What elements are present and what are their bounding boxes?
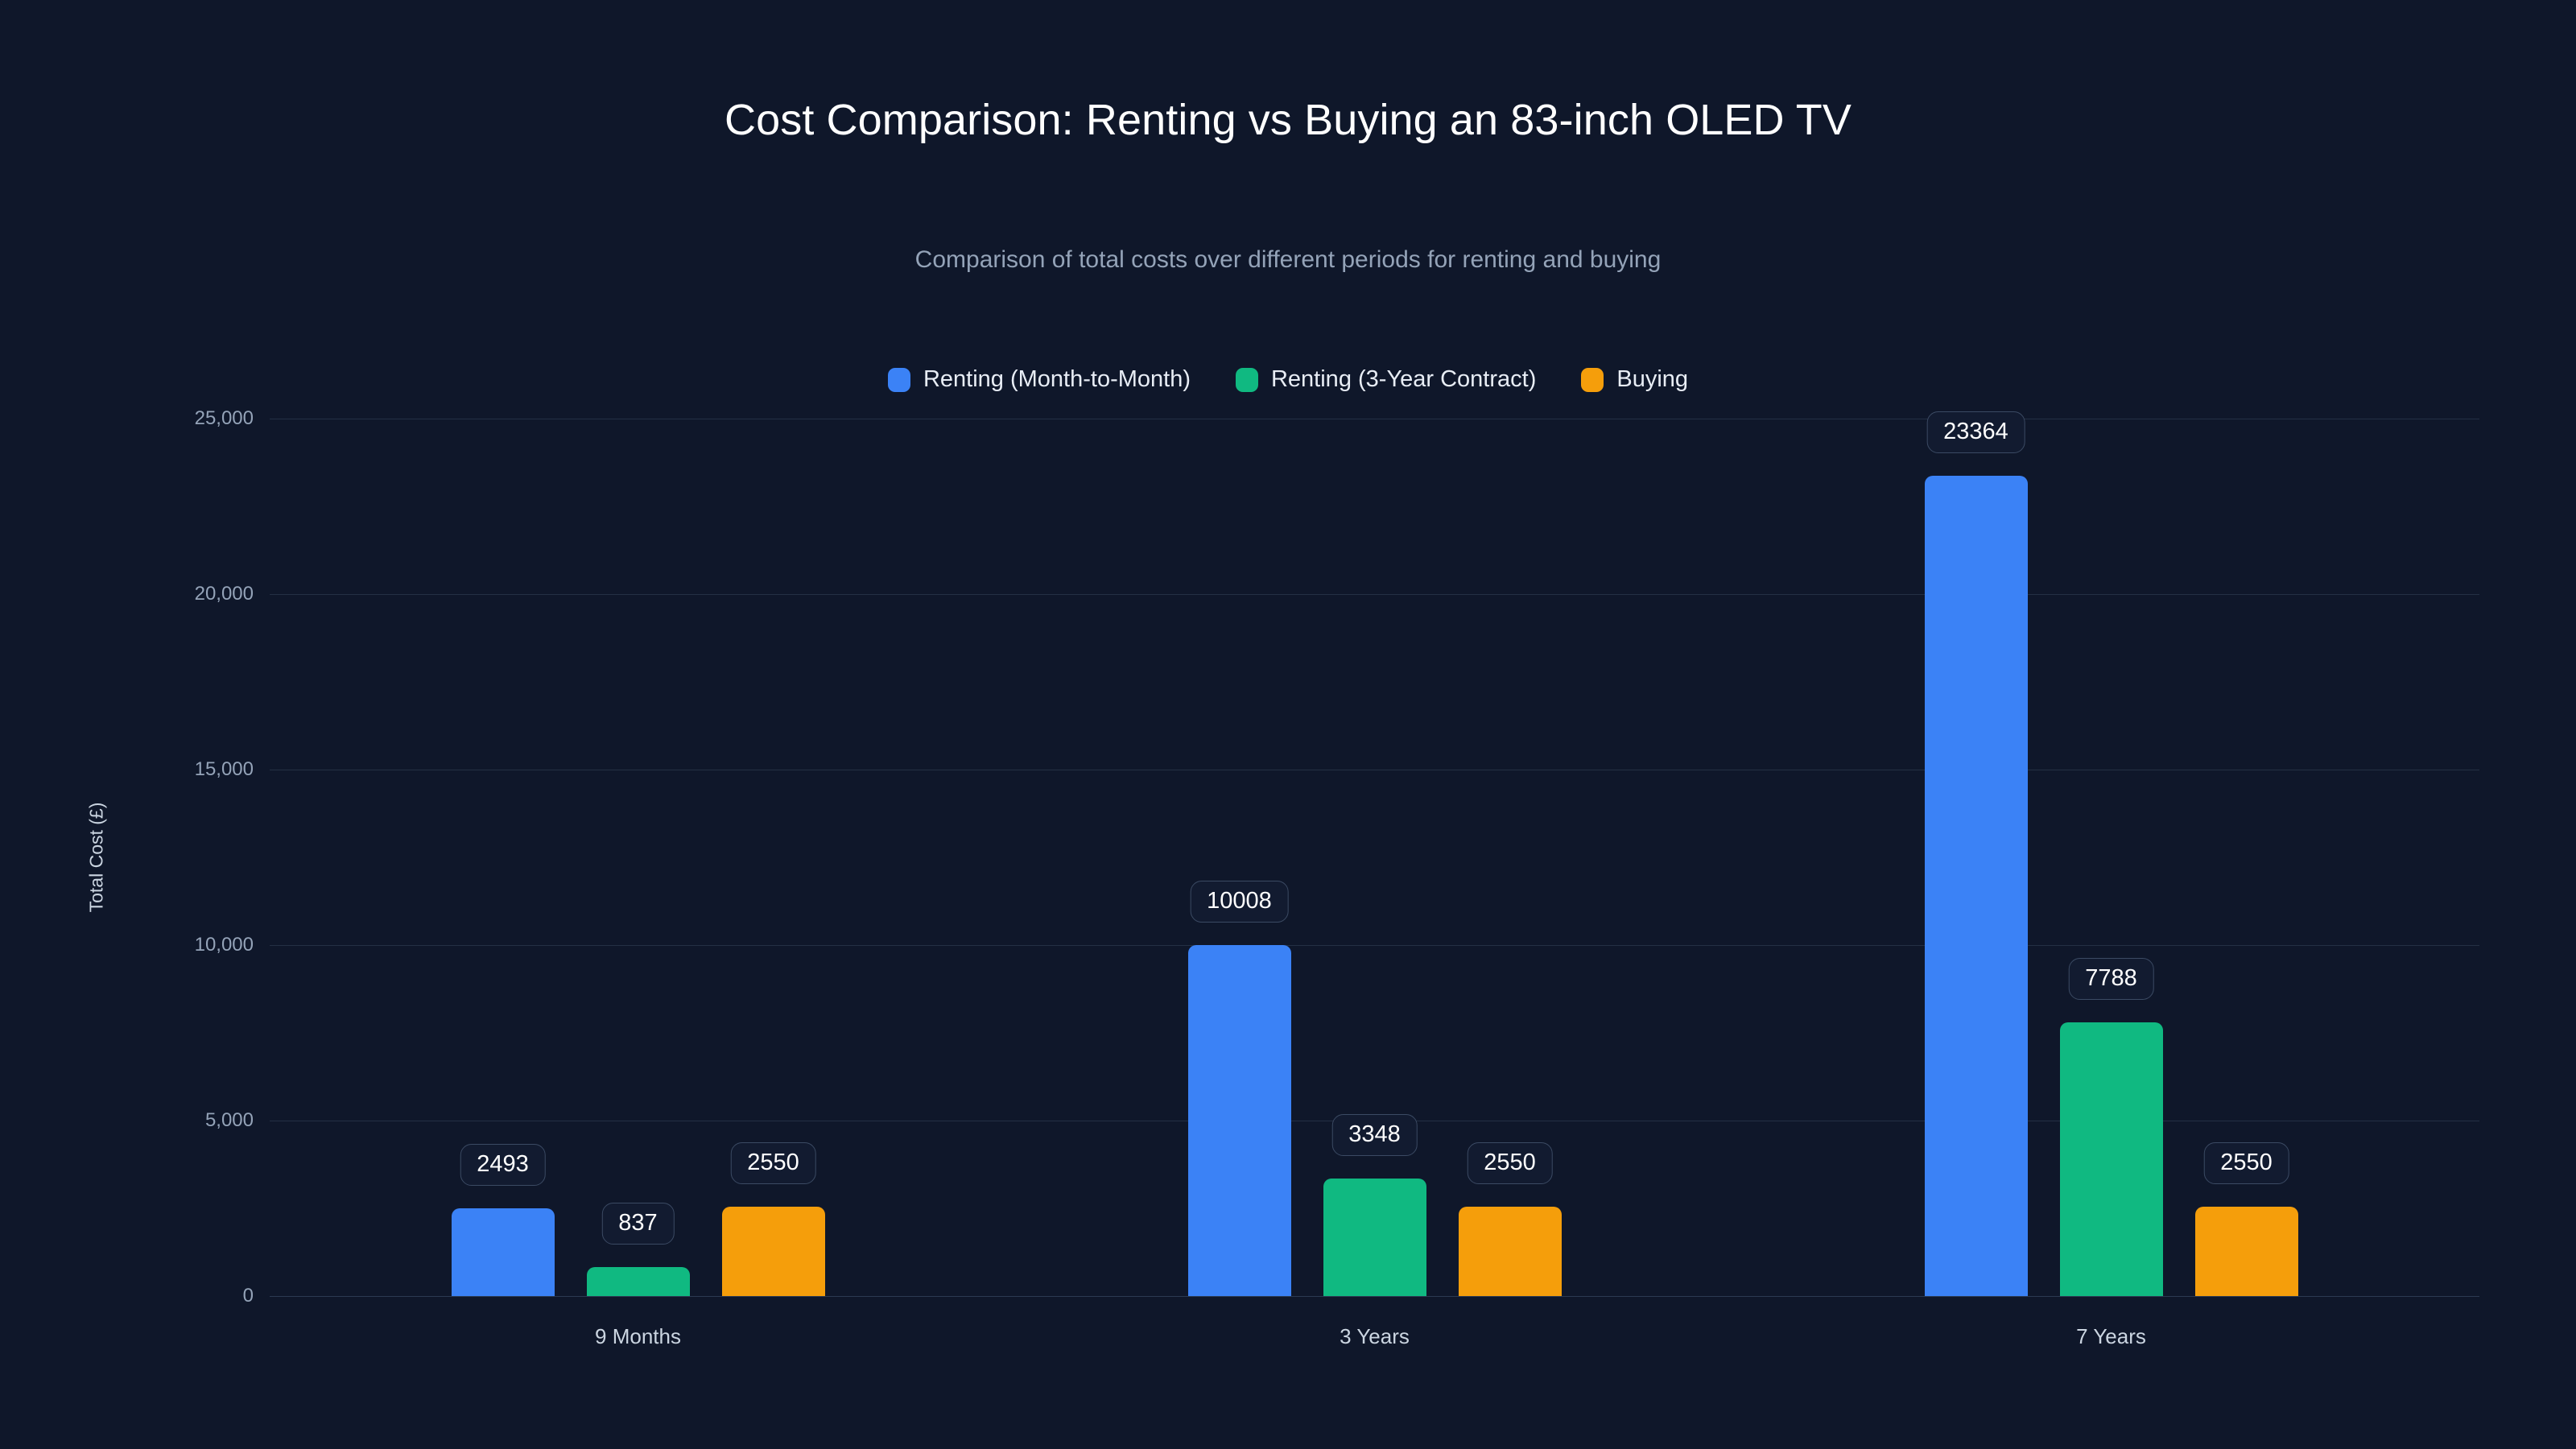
bar-slot: 23364 (1924, 411, 2028, 1296)
bar-value-label: 23364 (1926, 411, 2025, 454)
bar-slot: 2550 (2194, 419, 2298, 1296)
legend-swatch-icon (887, 367, 910, 392)
legend-item-0[interactable]: Renting (Month-to-Month) (887, 366, 1191, 393)
y-axis-tick-label: 10,000 (194, 934, 254, 956)
y-axis-tick-label: 25,000 (194, 407, 254, 429)
bar[interactable] (586, 1266, 690, 1296)
bar-value-label: 837 (601, 1202, 675, 1245)
bar[interactable] (2059, 1022, 2163, 1296)
y-axis-tick-label: 15,000 (194, 758, 254, 780)
bar-slot: 837 (586, 419, 690, 1296)
bar-group-2: 23364 7788 2550 (1924, 411, 2298, 1296)
y-axis-tick-label: 20,000 (194, 583, 254, 605)
chart-legend: Renting (Month-to-Month) Renting (3-Year … (0, 366, 2576, 393)
bar[interactable] (1187, 944, 1291, 1296)
bar-group-1: 10008 3348 2550 (1187, 419, 1562, 1296)
bar-value-label: 2493 (460, 1144, 546, 1187)
legend-label: Renting (Month-to-Month) (923, 366, 1191, 392)
bar[interactable] (2194, 1206, 2298, 1296)
chart-title: Cost Comparison: Renting vs Buying an 83… (724, 96, 1852, 144)
chart-subtitle: Comparison of total costs over different… (914, 246, 1662, 273)
bar-value-label: 10008 (1190, 880, 1289, 923)
bar-group-0: 2493 837 2550 (451, 419, 825, 1296)
bar-value-label: 7788 (2068, 958, 2154, 1001)
legend-label: Buying (1616, 366, 1689, 392)
gridline (270, 945, 2479, 946)
bar-value-label: 2550 (2203, 1141, 2289, 1184)
legend-swatch-icon (1235, 367, 1258, 392)
legend-swatch-icon (1581, 367, 1604, 392)
bar-value-label: 2550 (730, 1141, 816, 1184)
bar-slot: 2493 (451, 419, 555, 1296)
gridline (270, 594, 2479, 595)
bar[interactable] (451, 1208, 555, 1296)
bar[interactable] (1323, 1179, 1426, 1296)
bar-value-label: 2550 (1467, 1141, 1553, 1184)
legend-label: Renting (3-Year Contract) (1270, 366, 1537, 392)
bar-slot: 2550 (1458, 419, 1562, 1296)
y-axis-title: Total Cost (£) (85, 802, 107, 913)
x-axis-tick-label: 9 Months (595, 1324, 681, 1348)
bar-slot: 2550 (721, 419, 825, 1296)
y-axis-tick-label: 0 (242, 1285, 254, 1307)
bar-slot: 3348 (1323, 419, 1426, 1296)
x-axis-tick-label: 3 Years (1340, 1324, 1410, 1348)
legend-item-1[interactable]: Renting (3-Year Contract) (1235, 366, 1537, 393)
plot-area: 2493 837 2550 10008 3348 2550 23364 7788 2550 (270, 411, 2479, 1297)
bar-value-label: 3348 (1331, 1114, 1418, 1157)
bar[interactable] (721, 1206, 825, 1296)
gridline (270, 1296, 2479, 1297)
legend-item-2[interactable]: Buying (1581, 366, 1688, 393)
bar[interactable] (1458, 1206, 1562, 1296)
bar-slot: 10008 (1187, 419, 1291, 1296)
y-axis-tick-label: 5,000 (204, 1109, 254, 1131)
bar-slot: 7788 (2059, 419, 2163, 1296)
bar[interactable] (1924, 476, 2028, 1296)
x-axis-tick-label: 7 Years (2076, 1324, 2146, 1348)
